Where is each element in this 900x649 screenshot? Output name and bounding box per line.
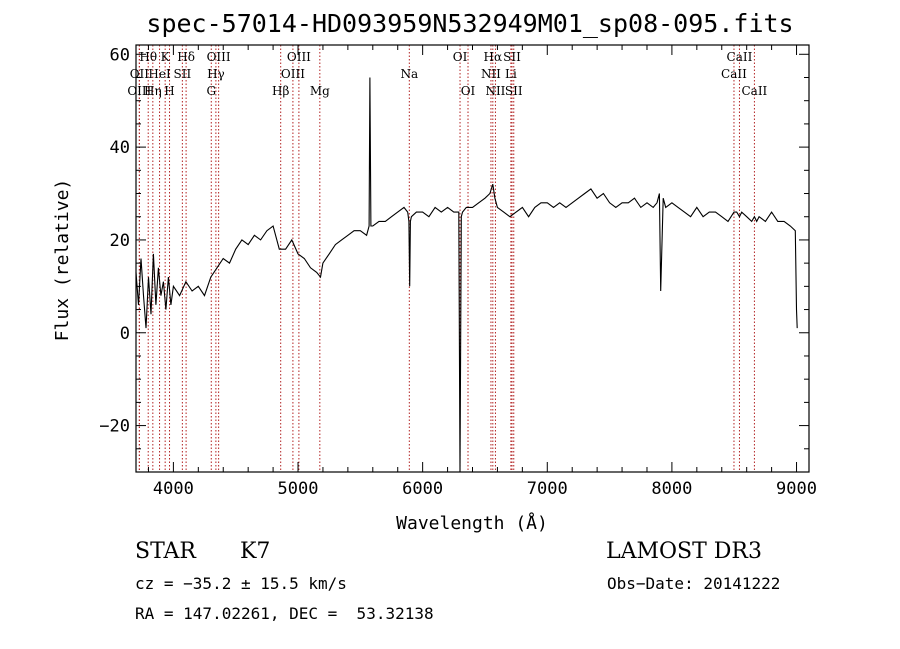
object-class: STAR [135,539,197,564]
spectral-line-label: OI [453,50,468,64]
spectral-line-label: Li [505,67,517,81]
chart-title: spec-57014-HD093959N532949M01_sp08-095.f… [146,9,793,38]
plot-frame [135,44,810,473]
spectral-line-label: Hα [484,50,503,64]
y-tick-label: 0 [120,324,130,344]
spectral-line-label: SII [503,50,521,64]
x-axis-label: Wavelength (Å) [396,512,548,534]
spectral-line-label: H [164,84,174,98]
x-tick-label: 5000 [278,479,319,499]
x-tick-label: 7000 [527,479,568,499]
spectral-line-label: SII [174,67,192,81]
spectral-line-label: G [206,84,216,98]
x-tick-label: 6000 [402,479,443,499]
spectral-line-label: K [161,50,171,64]
y-tick-label: 40 [110,138,130,158]
y-tick-label: −20 [99,417,130,437]
spectral-line-label: Hη [144,84,162,98]
x-tick-label: 4000 [153,479,194,499]
y-tick-label: 60 [110,45,130,65]
spectral-line-label: SII [505,84,523,98]
spectral-line-label: NII [485,84,505,98]
survey-name: LAMOST DR3 [606,539,762,564]
y-axis-label: Flux (relative) [52,179,73,342]
spectral-line-label: OIII [127,84,151,98]
x-tick-label: 9000 [776,479,817,499]
spectral-line-label: Mg [310,84,330,98]
spectral-line-label: Na [400,67,418,81]
spectral-line-label: Hγ [207,67,225,81]
observation-date: Obs−Date: 20141222 [607,574,780,593]
spectral-line-label: OII [130,67,150,81]
object-subclass: K7 [240,539,270,564]
spectral-line-label: OIII [287,50,311,64]
spectral-line-label: Hβ [272,84,289,98]
spectrum-series-line [135,77,798,473]
redshift-velocity: cz = −35.2 ± 15.5 km/s [135,574,347,593]
spectral-line-label: OIII [281,67,305,81]
coordinates: RA = 147.02261, DEC = 53.32138 [135,604,434,623]
spectral-line-label: NII [481,67,501,81]
y-tick-label: 20 [110,231,130,251]
spectral-line-label: OIII [207,50,231,64]
x-tick-label: 8000 [651,479,692,499]
spectral-line-label: Hθ [139,50,157,64]
spectral-line-label: Hδ [177,50,195,64]
spectral-line-label: CaII [727,50,753,64]
spectral-line-label: OI [461,84,476,98]
spectral-line-label: CaII [741,84,767,98]
spectral-line-label: HeI [148,67,171,81]
spectral-line-label: CaII [721,67,747,81]
axis-ticks: 4000 5000 6000 7000 8000 9000 −20 0 20 40 60 [99,45,817,499]
